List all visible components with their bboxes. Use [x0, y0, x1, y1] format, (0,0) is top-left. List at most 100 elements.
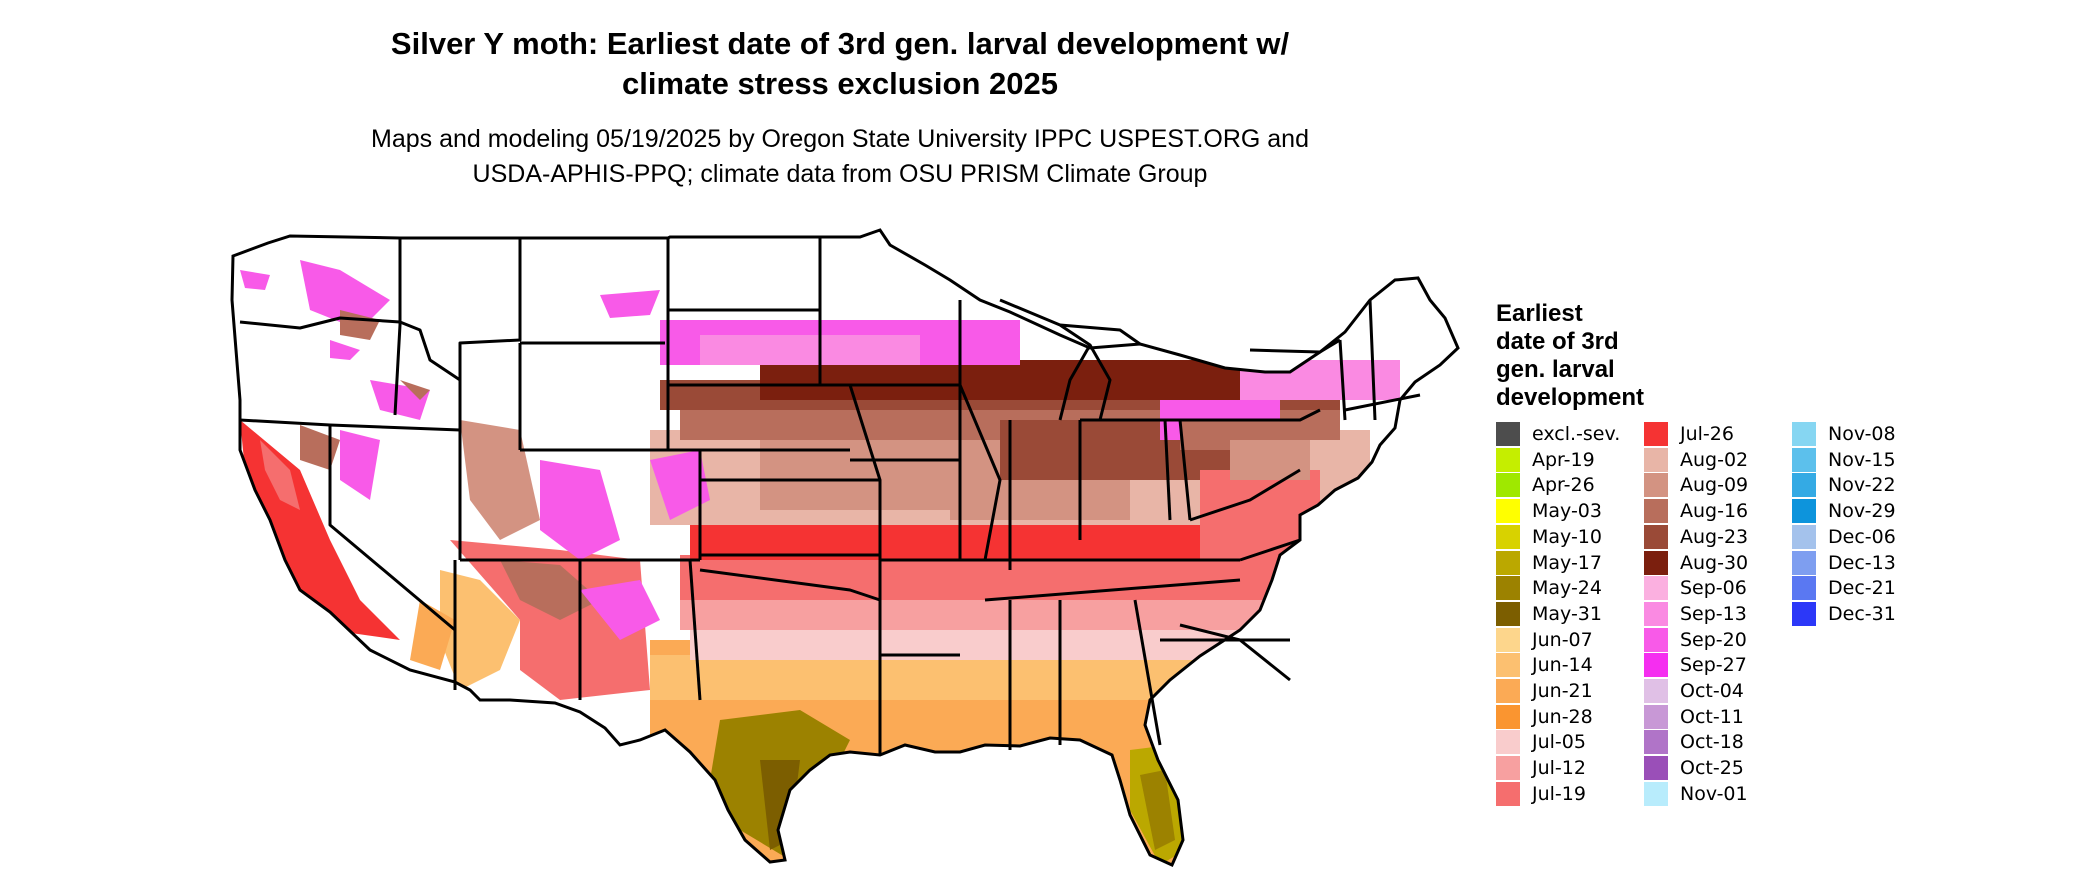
legend-label: Jul-12	[1532, 757, 1586, 780]
legend-swatch	[1792, 499, 1816, 524]
legend-swatch	[1496, 550, 1520, 575]
legend-entry: Aug-09	[1644, 473, 1749, 498]
legend-swatch	[1644, 447, 1668, 472]
us-map	[230, 228, 1460, 867]
legend-entry: Jul-12	[1496, 756, 1586, 781]
development-date-raster	[232, 230, 1458, 865]
legend-swatch	[1496, 781, 1520, 806]
legend-label: Sep-20	[1680, 628, 1747, 651]
legend-label: Apr-19	[1532, 448, 1595, 471]
legend-label: Aug-02	[1680, 448, 1749, 471]
legend-label: Nov-08	[1828, 423, 1896, 445]
legend-swatch	[1644, 704, 1668, 729]
legend-entry: May-03	[1496, 499, 1602, 524]
legend-entry: Aug-02	[1644, 447, 1749, 472]
legend-entry: Dec-13	[1792, 550, 1896, 575]
legend-entry: Nov-29	[1792, 499, 1896, 524]
legend-label: Dec-31	[1828, 602, 1896, 625]
legend-entry: Aug-23	[1644, 524, 1749, 549]
legend-label: Nov-29	[1828, 500, 1896, 523]
legend-label: May-17	[1532, 551, 1602, 574]
legend-swatch	[1644, 653, 1668, 678]
legend-label: Aug-23	[1680, 525, 1749, 548]
legend-label: Jun-07	[1532, 628, 1593, 651]
legend-label: May-03	[1532, 500, 1602, 523]
legend-entry: May-24	[1496, 576, 1602, 601]
legend-entry: Jul-05	[1496, 730, 1586, 755]
legend-label: Nov-22	[1828, 474, 1896, 497]
legend-swatch	[1644, 473, 1668, 498]
legend-label: Oct-25	[1680, 757, 1744, 780]
legend-entry: Oct-18	[1644, 730, 1744, 755]
legend-entry: Oct-04	[1644, 679, 1744, 703]
legend-entry: Apr-19	[1496, 447, 1595, 472]
legend-label: Oct-04	[1680, 680, 1744, 702]
legend-label: Dec-13	[1828, 551, 1896, 574]
legend-label: May-24	[1532, 577, 1602, 600]
legend-entry: excl.-sev.	[1496, 422, 1620, 446]
legend-swatch	[1496, 576, 1520, 601]
legend-swatch	[1496, 704, 1520, 729]
legend-swatch	[1496, 653, 1520, 678]
legend-swatch	[1496, 627, 1520, 652]
legend-swatch	[1792, 422, 1816, 446]
legend-entry: Jun-14	[1496, 653, 1593, 678]
legend-swatch	[1496, 473, 1520, 498]
legend-swatch	[1792, 447, 1816, 472]
legend-label: Oct-11	[1680, 705, 1744, 728]
legend-entry: Jun-28	[1496, 704, 1593, 729]
legend-swatch	[1644, 499, 1668, 524]
legend-label: excl.-sev.	[1532, 423, 1621, 445]
legend-entry: Oct-11	[1644, 704, 1744, 729]
legend-label: Dec-21	[1828, 577, 1896, 600]
legend-swatch	[1496, 756, 1520, 781]
legend-swatch	[1644, 730, 1668, 755]
legend-entry: May-17	[1496, 550, 1602, 575]
legend-entry: Sep-27	[1644, 653, 1747, 678]
legend-label: Jul-19	[1532, 782, 1586, 805]
legend-swatch	[1644, 422, 1668, 446]
legend-label: Jun-28	[1532, 705, 1593, 728]
legend-title: Earliest date of 3rd gen. larval develop…	[1496, 300, 1645, 411]
legend-swatch	[1496, 601, 1520, 626]
legend-swatch	[1496, 524, 1520, 549]
map-title: Silver Y moth: Earliest date of 3rd gen.…	[390, 26, 1290, 101]
legend-label: Apr-26	[1532, 474, 1595, 497]
legend-entry: Jul-19	[1496, 781, 1586, 806]
legend-entry: Nov-01	[1644, 781, 1748, 806]
legend-label: Sep-13	[1680, 602, 1747, 625]
legend-swatch	[1496, 447, 1520, 472]
legend-label: Jul-26	[1680, 423, 1734, 445]
legend-swatch	[1792, 576, 1816, 601]
legend-swatch	[1644, 627, 1668, 652]
legend-swatch	[1644, 679, 1668, 703]
legend-entry: Aug-30	[1644, 550, 1749, 575]
legend-swatch	[1792, 550, 1816, 575]
legend-label: Nov-01	[1680, 782, 1748, 805]
legend-entry: Jun-21	[1496, 679, 1593, 703]
legend-entry: Dec-21	[1792, 576, 1896, 601]
legend-swatch	[1644, 550, 1668, 575]
legend-entry: Oct-25	[1644, 756, 1744, 781]
legend-swatch	[1496, 499, 1520, 524]
legend-label: Aug-16	[1680, 500, 1749, 523]
legend-label: May-10	[1532, 525, 1602, 548]
legend-entry: May-31	[1496, 601, 1602, 626]
legend-label: Aug-30	[1680, 551, 1749, 574]
legend-swatch	[1496, 679, 1520, 703]
legend-swatch	[1792, 601, 1816, 626]
legend-label: Nov-15	[1828, 448, 1896, 471]
legend-swatch	[1792, 473, 1816, 498]
legend-swatch	[1496, 422, 1520, 446]
legend-label: Jul-05	[1532, 731, 1586, 754]
legend-entry: Apr-26	[1496, 473, 1595, 498]
map-subtitle: Maps and modeling 05/19/2025 by Oregon S…	[371, 125, 1309, 188]
legend-label: Jun-21	[1532, 680, 1593, 702]
legend-swatch	[1496, 730, 1520, 755]
legend-label: Aug-09	[1680, 474, 1749, 497]
legend-label: Sep-06	[1680, 577, 1747, 600]
legend-entry: Dec-31	[1792, 601, 1896, 626]
legend-label: Jun-14	[1532, 654, 1593, 677]
legend-entry: Nov-22	[1792, 473, 1896, 498]
legend-swatch	[1792, 524, 1816, 549]
